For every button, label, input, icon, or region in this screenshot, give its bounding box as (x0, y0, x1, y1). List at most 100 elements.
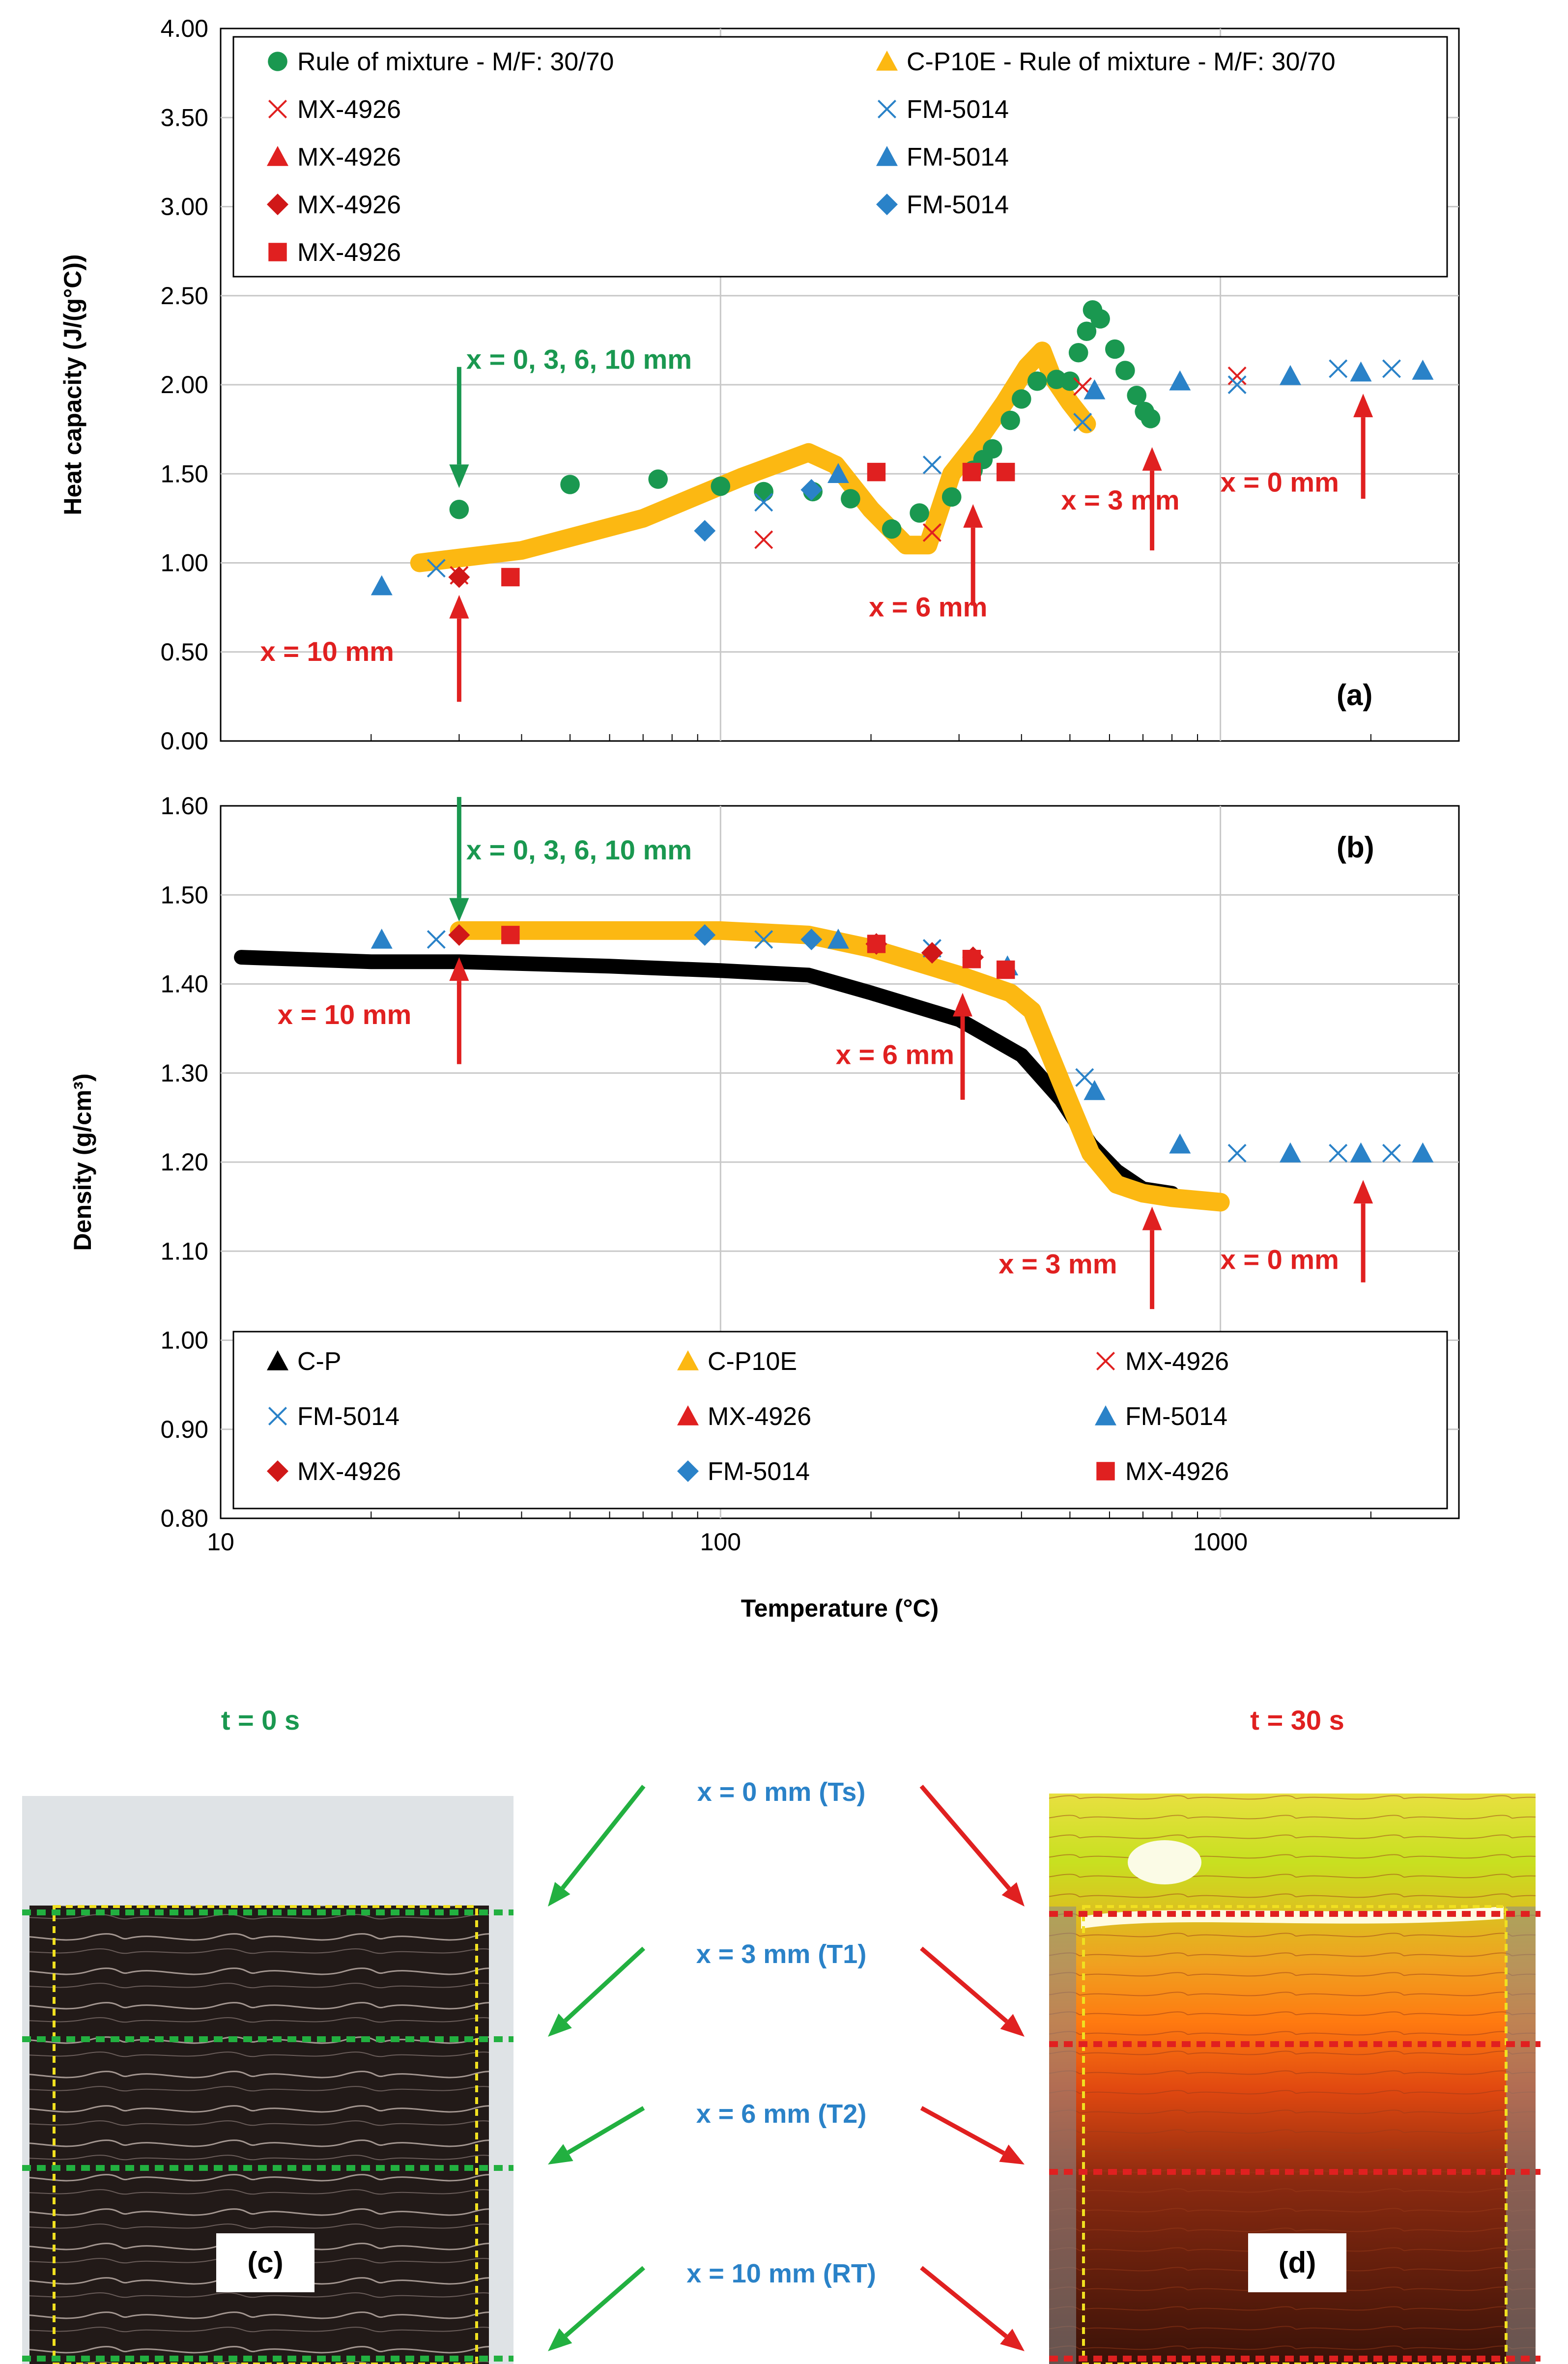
legend-marker (267, 1350, 288, 1370)
legend-label: FM-5014 (907, 191, 1009, 219)
annotation-arrow-1 (449, 957, 469, 1064)
data-point (867, 935, 886, 953)
data-point (997, 462, 1015, 482)
panel-label-b: (b) (1337, 831, 1374, 864)
heat-capacity-chart: 0.00 0.50 1.00 1.50 2.00 2.50 3.00 3.50 4.00 Hea… (59, 15, 1460, 755)
legend-box-a (232, 36, 1448, 278)
data-point (910, 503, 929, 523)
annotation-arrow-1 (449, 595, 469, 702)
data-point (867, 462, 886, 482)
legend-label: MX-4926 (297, 143, 401, 171)
y-tick-label: 1.50 (161, 881, 208, 909)
specimen-photo-left: (c) (22, 1796, 513, 2364)
data-point (427, 559, 446, 578)
series-line-1 (450, 921, 1230, 1212)
data-point (711, 476, 731, 496)
data-point (1169, 1133, 1191, 1154)
data-point (1279, 1142, 1301, 1163)
thermal-photo-right: (d) (1049, 1794, 1540, 2364)
legend-entry: FM-5014 (677, 1457, 810, 1486)
x-axis-label: Temperature (°C) (741, 1595, 939, 1622)
annotation-label-1: x = 10 mm (278, 999, 411, 1030)
data-point (827, 928, 849, 949)
panel-label-d: (d) (1279, 2246, 1316, 2279)
annotation-arrow-4 (1353, 394, 1373, 499)
legend-entry: FM-5014 (876, 191, 1009, 219)
legend-label: Rule of mixture - M/F: 30/70 (297, 48, 614, 76)
legend-marker (876, 146, 898, 166)
time-label-left: t = 0 s (221, 1705, 300, 1736)
green-arrow-3 (548, 2266, 645, 2351)
legend-label: FM-5014 (1125, 1402, 1227, 1431)
annotation-arrow-4 (1353, 1180, 1373, 1282)
data-point (1075, 1068, 1094, 1087)
legend-entry: MX-4926 (268, 238, 401, 267)
data-point (560, 475, 580, 494)
y-tick-label: 1.00 (161, 1327, 208, 1354)
position-label-0: x = 0 mm (Ts) (697, 1777, 866, 1807)
legend-label: C-P10E (708, 1347, 797, 1376)
legend-marker (268, 99, 287, 119)
data-point (1412, 360, 1434, 380)
legend-label: MX-4926 (297, 95, 401, 124)
y-tick-label: 1.20 (161, 1148, 208, 1176)
legend-marker (1096, 1462, 1115, 1481)
red-arrow-2 (920, 2106, 1025, 2165)
data-point (1329, 1143, 1348, 1163)
data-point (941, 487, 962, 507)
panel-label-a: (a) (1337, 679, 1372, 712)
legend-entry: MX-4926 (677, 1402, 811, 1431)
data-point (1077, 321, 1097, 342)
data-point (1227, 366, 1247, 385)
data-point (694, 924, 716, 946)
data-point (501, 926, 520, 944)
legend-label: FM-5014 (907, 143, 1009, 171)
data-point (841, 489, 860, 509)
data-point (1279, 365, 1301, 385)
photo-section: t = 0 s t = 30 s (c) (d) (22, 1705, 1540, 2364)
data-point (1227, 1143, 1247, 1163)
data-point (501, 568, 520, 587)
annotation-label-0: x = 0, 3, 6, 10 mm (466, 343, 692, 374)
data-point (1115, 361, 1135, 380)
y-tick-label: 2.00 (161, 371, 208, 399)
position-label-3: x = 10 mm (RT) (686, 2259, 876, 2288)
data-point (1382, 1143, 1401, 1163)
legend-entry: MX-4926 (268, 95, 401, 124)
legend-label: MX-4926 (297, 238, 401, 267)
red-arrow-3 (920, 2266, 1025, 2351)
legend-marker (268, 243, 287, 261)
data-point (754, 930, 773, 949)
y-tick-label: 3.50 (161, 104, 208, 131)
green-arrow-2 (548, 2106, 645, 2165)
legend-a: Rule of mixture - M/F: 30/70 MX-4926 MX-49… (232, 36, 1448, 278)
data-point (1060, 371, 1080, 391)
data-point (962, 950, 981, 968)
y-ticks-a: 0.00 0.50 1.00 1.50 2.00 2.50 3.00 3.50 4.00 (161, 15, 208, 755)
y-tick-label: 4.00 (161, 15, 208, 42)
series-8 (501, 462, 1015, 587)
legend-marker (1096, 1351, 1115, 1371)
annotation-arrow-0 (449, 367, 469, 488)
y-tick-label: 1.50 (161, 460, 208, 487)
photo-arrows (548, 1785, 1025, 2351)
data-point (1329, 359, 1348, 378)
data-point (800, 928, 823, 950)
data-point (1068, 342, 1088, 363)
data-point (882, 519, 902, 539)
legend-label: C-P10E - Rule of mixture - M/F: 30/70 (907, 48, 1336, 76)
data-point (1027, 371, 1047, 391)
annotation-label-2: x = 6 mm (869, 591, 987, 622)
data-point (1127, 385, 1147, 405)
data-point (1105, 339, 1125, 359)
legend-entry: MX-4926 (267, 191, 401, 219)
data-point (448, 924, 470, 946)
y-axis-label-a: Heat capacity (J/(g°C)) (59, 254, 86, 515)
panel-label-c: (c) (247, 2246, 283, 2279)
data-point (1011, 389, 1031, 409)
legend-marker (677, 1350, 699, 1370)
green-arrow-1 (548, 1946, 646, 2037)
legend-entry: Rule of mixture - M/F: 30/70 (268, 48, 614, 76)
data-point (371, 575, 393, 596)
legend-marker (1095, 1405, 1116, 1425)
